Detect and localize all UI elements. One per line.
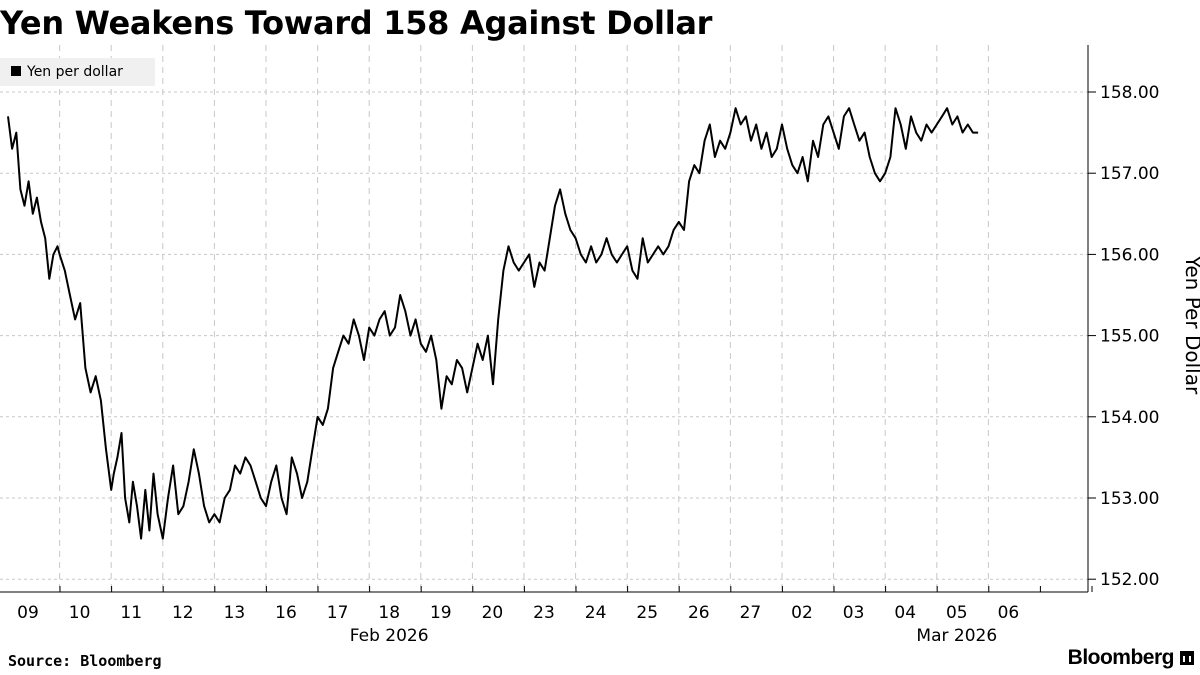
legend-swatch	[11, 66, 21, 76]
x-tick-label: 25	[636, 603, 658, 623]
bloomberg-mark-icon	[1180, 651, 1194, 665]
legend-box	[0, 58, 155, 86]
x-tick-label: 23	[533, 603, 555, 623]
x-tick-label: 05	[946, 603, 968, 623]
x-tick-label: 03	[843, 603, 865, 623]
x-tick-label: 27	[740, 603, 762, 623]
grid-lines	[0, 45, 1088, 592]
y-tick-label: 157.00	[1100, 164, 1159, 184]
y-tick-label: 154.00	[1100, 408, 1159, 428]
x-tick-label: 16	[275, 603, 297, 623]
x-tick-label: 18	[378, 603, 400, 623]
x-tick-label: 24	[585, 603, 607, 623]
x-tick-label: 04	[894, 603, 916, 623]
x-tick-label: 06	[998, 603, 1020, 623]
x-tick-label: 10	[69, 603, 91, 623]
series-lines	[7, 107, 979, 540]
axes: 152.00 153.00 154.00 155.00 156.00 157.00 158.…	[0, 45, 1159, 646]
bloomberg-logo: Bloomberg	[1068, 646, 1194, 670]
x-tick-label: 19	[430, 603, 452, 623]
x-month-label: Feb 2026	[350, 626, 429, 646]
y-tick-label: 152.00	[1100, 570, 1159, 590]
y-tick-label: 153.00	[1100, 489, 1159, 509]
x-tick-label: 11	[120, 603, 142, 623]
chart-title: Yen Weakens Toward 158 Against Dollar	[0, 4, 713, 42]
x-tick-label: 26	[688, 603, 710, 623]
x-tick-label: 13	[224, 603, 246, 623]
source-note: Source: Bloomberg	[8, 652, 162, 670]
legend-entry: Yen per dollar	[26, 64, 123, 80]
legend: Yen per dollar	[0, 58, 155, 86]
x-tick-label: 17	[327, 603, 349, 623]
y-tick-label: 158.00	[1100, 83, 1159, 103]
y-tick-label: 155.00	[1100, 327, 1159, 347]
series-line	[7, 107, 979, 540]
x-tick-label: 20	[482, 603, 504, 623]
y-tick-label: 156.00	[1100, 245, 1159, 265]
x-tick-label: 12	[172, 603, 194, 623]
x-tick-label: 02	[791, 603, 813, 623]
x-tick-label: 09	[17, 603, 39, 623]
y-axis-label: Yen Per Dollar	[1181, 255, 1200, 395]
logo-text: Bloomberg	[1067, 646, 1175, 669]
x-month-label: Mar 2026	[916, 626, 997, 646]
